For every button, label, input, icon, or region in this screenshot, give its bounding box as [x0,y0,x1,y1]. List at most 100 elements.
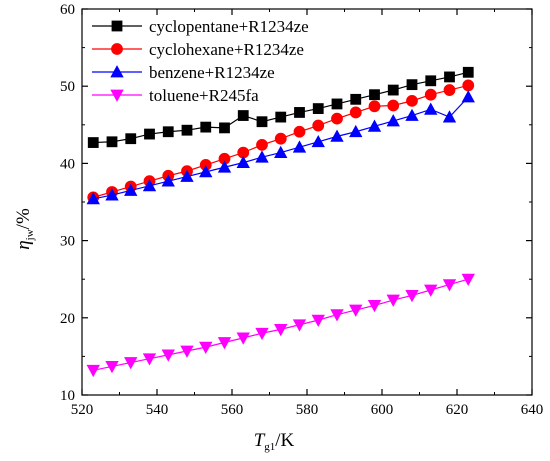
data-point [462,66,474,78]
data-point [106,136,118,148]
data-point [349,106,362,119]
data-point [311,314,325,327]
legend-item-2: cyclohexane+R1234ze [92,40,304,59]
data-point [424,284,438,297]
data-point [405,108,419,121]
data-point [217,160,232,173]
x-tick-label: 520 [71,402,94,418]
legend-label: toluene+R245fa [149,86,259,105]
data-point [256,116,268,128]
data-point [86,364,100,378]
data-point [386,114,400,127]
data-point [144,128,155,140]
x-axis-label: Tg1/K [254,430,295,453]
data-point [236,332,250,345]
series-3 [86,90,475,205]
data-point [461,90,475,103]
data-point [292,319,307,332]
data-point [256,138,268,151]
data-point [349,124,363,138]
data-point [219,122,230,134]
y-tick-label: 60 [60,2,75,18]
data-point [200,121,212,133]
data-point [181,124,193,136]
legend-item-4: toluene+R245fa [92,86,259,105]
data-point [199,165,213,178]
legend-label: cyclohexane+R1234ze [149,40,304,59]
y-tick-label: 30 [60,234,75,250]
data-point [161,349,175,362]
y-axis-label: ηjw/% [13,208,36,250]
data-point [105,361,119,374]
y-tick-label: 50 [60,79,75,95]
data-point [368,100,381,113]
data-point [387,99,400,112]
x-tick-label: 640 [521,402,544,418]
x-tick-label: 580 [296,402,319,418]
data-point [462,79,475,92]
x-tick-label: 540 [146,402,169,418]
data-point [312,119,325,132]
x-tick-label: 620 [446,402,469,418]
data-point [217,337,232,350]
data-point [312,103,324,114]
series-2 [87,79,475,204]
data-point [180,345,194,358]
data-point [387,84,399,96]
legend-item-3: benzene+R1234ze [92,63,275,82]
data-point [349,304,363,317]
y-tick-label: 10 [60,388,75,404]
data-point [142,178,157,192]
data-point [274,132,287,145]
legend-marker [110,65,124,78]
legend-label: cyclopentane+R1234ze [149,17,309,36]
data-point [125,133,137,145]
x-tick-label: 560 [221,402,244,418]
data-point [367,119,382,132]
data-point [294,107,305,118]
data-point [311,134,325,148]
data-point [367,300,382,313]
data-point [424,88,437,101]
data-point [442,279,457,292]
data-point [274,145,288,158]
data-point [86,192,100,205]
data-point [461,273,475,287]
data-point [443,84,456,96]
data-point [162,126,174,138]
series-1 [87,66,474,148]
data-point [330,309,344,322]
data-point [180,169,194,182]
axes [81,8,533,396]
data-point [124,357,138,370]
y-tick-label: 40 [60,156,75,172]
data-point [124,183,138,196]
data-point [425,75,437,87]
data-point [87,137,99,148]
data-point [293,125,306,138]
data-point [237,110,249,121]
legend-marker [111,43,123,55]
data-point [331,98,343,110]
legend-label: benzene+R1234ze [149,63,275,82]
data-point [292,140,307,153]
data-point [161,174,175,187]
data-point [275,111,287,123]
data-point [369,89,380,101]
tick-labels: 520 540 560 580 600 620 640 10 20 30 40 50 60 [60,2,543,418]
legend-item-1: cyclopentane+R1234ze [92,17,309,36]
legend-marker [110,89,124,102]
x-tick-label: 600 [371,402,394,418]
data-point [274,323,288,337]
legend: cyclopentane+R1234ze cyclohexane+R1234ze b… [92,17,309,105]
data-point [405,290,419,303]
data-point [386,294,400,307]
data-point [331,112,343,125]
data-point [406,79,418,91]
data-point [444,71,455,83]
data-point [255,150,269,163]
legend-marker [111,20,123,32]
data-point [350,93,362,105]
plot-marks [86,66,475,378]
